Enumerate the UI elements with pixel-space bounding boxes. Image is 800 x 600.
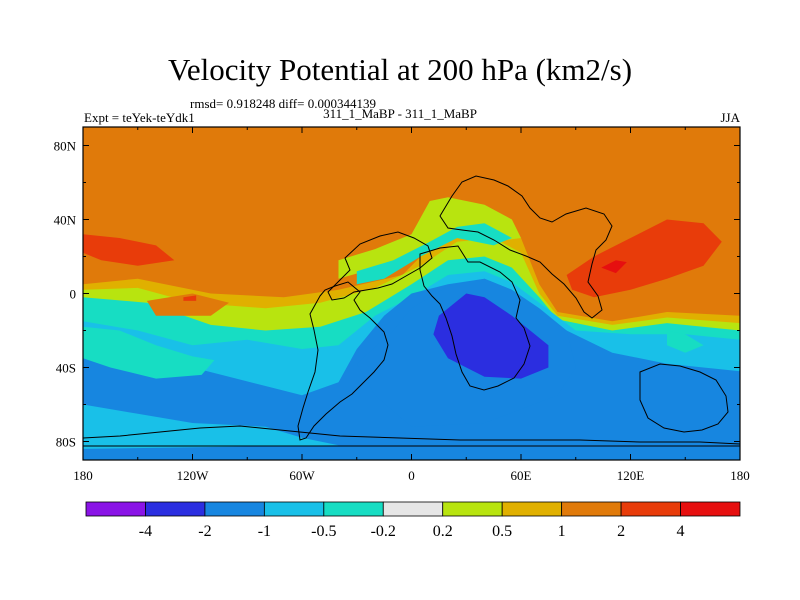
field-region-east-positive-core <box>601 260 627 274</box>
colorbar-swatch <box>323 501 384 517</box>
x-tick-label: 180 <box>73 468 93 483</box>
coastline-africa <box>419 245 531 391</box>
stats-label: rmsd= 0.918248 diff= 0.000344139 <box>190 96 376 111</box>
coastline-layer <box>83 175 740 447</box>
y-tick-label: 80N <box>54 139 77 154</box>
x-tick-label: 60W <box>289 468 315 483</box>
colorbar-label: 2 <box>617 523 625 540</box>
x-tick-label: 0 <box>408 468 415 483</box>
coastline-eurasia <box>439 175 613 319</box>
coastline-australia <box>639 363 729 433</box>
case-label: 311_1_MaBP - 311_1_MaBP <box>323 106 477 121</box>
colorbar-swatch <box>561 501 622 517</box>
colorbar-label: 4 <box>677 523 685 540</box>
x-tick-label: 180 <box>730 468 750 483</box>
field-region-north-neutral-wedge <box>356 223 512 285</box>
colorbar-label: -1 <box>258 523 271 540</box>
colorbar-label: -2 <box>198 523 211 540</box>
y-tick-label: 80S <box>56 435 76 450</box>
x-tick-label: 120E <box>617 468 645 483</box>
y-tick-label: 40N <box>54 213 77 228</box>
x-tick-label: 120W <box>177 468 210 483</box>
chart-title: Velocity Potential at 200 hPa (km2/s) <box>167 52 633 87</box>
field-region-southern-gap <box>83 404 339 449</box>
colorbar-swatch <box>620 501 681 517</box>
axis-layer: 180 120W 60W 0 60E 120E 180 80N 40N 0 40S 80S <box>54 127 750 483</box>
colorbar-label: -4 <box>139 523 152 540</box>
y-tick-label: 40S <box>56 361 76 376</box>
coastline-north-america <box>327 231 433 301</box>
field-region-southern-neutral-patch <box>83 326 215 379</box>
colorbar-label: -0.5 <box>311 523 336 540</box>
coastline-south-america <box>297 281 389 441</box>
field-region-north-weak-wedge <box>338 197 521 279</box>
season-label: JJA <box>720 110 740 125</box>
y-tick-label: 0 <box>70 287 77 302</box>
x-tick-label: 60E <box>511 468 532 483</box>
colorbar-swatch <box>501 501 563 517</box>
field-region-atlantic-positive <box>83 234 175 266</box>
field-region-negative-core <box>433 293 549 379</box>
colorbar-label: 1 <box>558 523 566 540</box>
colorbar-label: -0.2 <box>371 523 396 540</box>
field-region-west-positive-patch <box>146 293 229 316</box>
colorbar-swatch <box>680 501 741 517</box>
colorbar-swatch <box>145 501 206 517</box>
colorbar-label: 0.5 <box>492 523 512 540</box>
field-region-west-strong-dot <box>183 295 197 301</box>
coastline-antarctica <box>83 425 740 445</box>
colorbar-swatch <box>263 501 325 517</box>
field-region-pacific-neutral-patch <box>667 330 704 353</box>
colorbar-swatch <box>204 501 265 517</box>
colorbar-label: 0.2 <box>433 523 453 540</box>
colorbar-swatch <box>85 501 146 517</box>
field-region-east-positive <box>566 219 722 298</box>
experiment-label: Expt = teYek-teYdk1 <box>84 110 195 125</box>
colorbar-swatch <box>382 501 444 517</box>
field-layer <box>83 127 740 460</box>
colorbar-swatch <box>442 501 503 517</box>
